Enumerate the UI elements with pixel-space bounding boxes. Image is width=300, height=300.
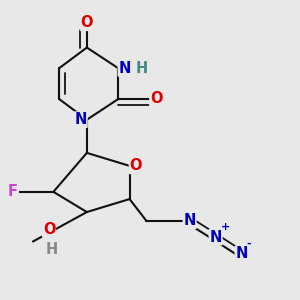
Text: N: N xyxy=(236,246,248,261)
Text: O: O xyxy=(81,15,93,30)
Text: N: N xyxy=(183,213,196,228)
Text: O: O xyxy=(130,158,142,173)
Text: +: + xyxy=(220,222,230,232)
Text: -: - xyxy=(247,239,251,249)
Text: H: H xyxy=(135,61,147,76)
Text: O: O xyxy=(43,222,55,237)
Text: H: H xyxy=(45,242,58,257)
Text: O: O xyxy=(150,92,163,106)
Text: N: N xyxy=(74,112,87,127)
Text: N: N xyxy=(118,61,131,76)
Text: N: N xyxy=(209,230,222,244)
Text: F: F xyxy=(8,184,18,199)
